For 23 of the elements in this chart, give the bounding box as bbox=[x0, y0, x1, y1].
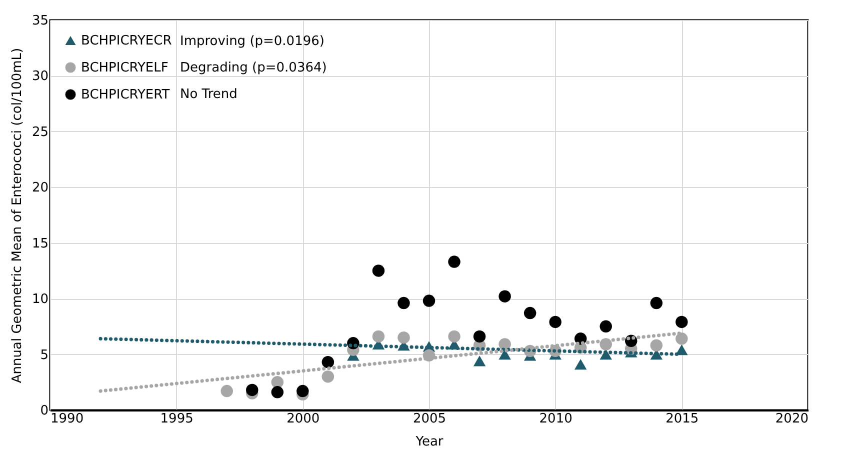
annotation: No Trend bbox=[180, 87, 238, 102]
legend-label: BCHPICRYELF bbox=[81, 60, 168, 76]
annotation: Degrading (p=0.0364) bbox=[180, 60, 327, 76]
x-tick-label: 1990 bbox=[50, 412, 84, 426]
x-axis-title: Year bbox=[414, 434, 444, 450]
y-tick-label: 5 bbox=[40, 348, 48, 363]
x-tick-label: 2015 bbox=[666, 412, 699, 426]
y-axis-title: Annual Geometric Mean of Enterococci (col/100mL) bbox=[10, 48, 25, 384]
y-tick-label: 10 bbox=[32, 292, 48, 308]
y-tick-label: 0 bbox=[40, 404, 48, 418]
x-tick-label: 2000 bbox=[286, 412, 320, 426]
y-tick-label: 25 bbox=[32, 124, 48, 140]
y-tick-label: 20 bbox=[32, 180, 48, 196]
x-tick-label: 2020 bbox=[775, 412, 808, 426]
annotation: Improving (p=0.0196) bbox=[180, 34, 324, 49]
x-tick-label: 1995 bbox=[160, 412, 194, 426]
legend-label: BCHPICRYERT bbox=[81, 88, 170, 102]
legend-label: BCHPICRYECR bbox=[81, 34, 172, 48]
y-tick-label: 35 bbox=[32, 14, 48, 28]
x-tick-label: 2010 bbox=[539, 412, 572, 426]
y-tick-label: 15 bbox=[32, 236, 48, 252]
x-tick-label: 2005 bbox=[412, 412, 446, 426]
y-tick-label: 30 bbox=[32, 69, 48, 84]
